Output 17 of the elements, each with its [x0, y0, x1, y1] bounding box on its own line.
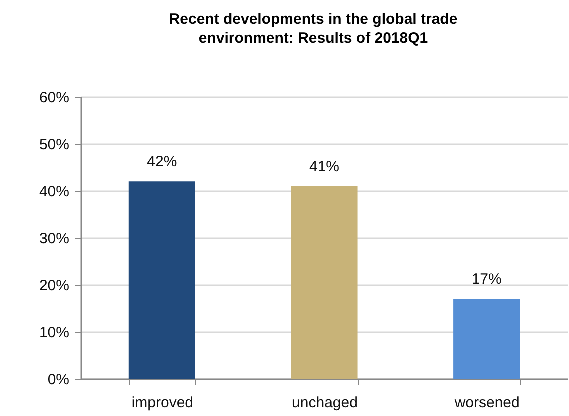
x-tick-label: worsened: [454, 394, 520, 412]
x-tick-label: improved: [132, 394, 194, 412]
y-tick-label: 40%: [39, 184, 70, 200]
x-tick-label: unchaged: [292, 394, 358, 412]
data-label: 17%: [472, 271, 502, 288]
bar: [128, 182, 196, 379]
y-tick-label: 20%: [39, 278, 70, 294]
y-tick-label: 0%: [48, 372, 70, 388]
y-tick-label: 10%: [39, 324, 70, 342]
data-label: 41%: [309, 158, 340, 176]
bar: [291, 186, 358, 379]
bar: [454, 299, 520, 379]
chart-title: Recent developments in the global trade environment: Results of 2018Q1: [169, 11, 458, 47]
data-label: 42%: [147, 154, 178, 171]
y-tick-label: 50%: [39, 136, 70, 154]
y-tick-label: 30%: [39, 230, 70, 248]
y-tick-label: 60%: [39, 90, 70, 106]
